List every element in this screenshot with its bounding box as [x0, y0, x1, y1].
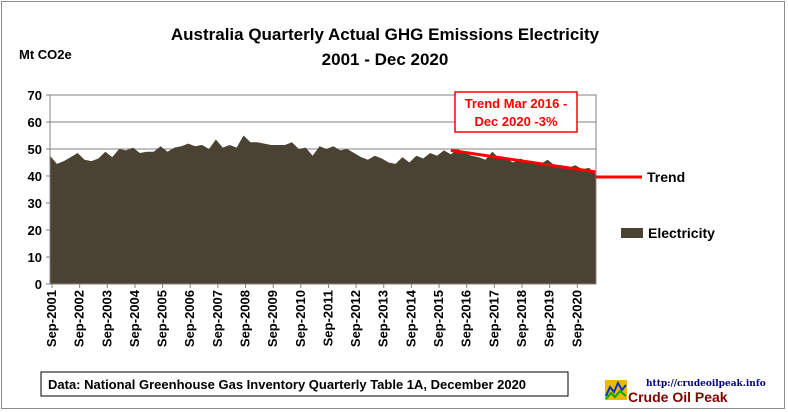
- legend-electricity-swatch: [621, 228, 643, 238]
- y-tick-label: 40: [28, 169, 42, 184]
- x-tick-label: Sep-2003: [99, 290, 114, 347]
- crude-oil-peak-logo: http://crudeoilpeak.info Crude Oil Peak: [605, 379, 766, 405]
- chart-title-line2: 2001 - Dec 2020: [322, 50, 449, 69]
- x-tick-label: Sep-2006: [182, 290, 197, 347]
- x-tick-label: Sep-2009: [265, 290, 280, 347]
- y-tick-label: 60: [28, 115, 42, 130]
- x-tick-label: Sep-2011: [320, 290, 335, 346]
- trend-line: [450, 148, 597, 174]
- y-axis: 0 10 20 30 40 50 60 70: [28, 88, 50, 292]
- y-tick-label: 0: [35, 277, 42, 292]
- annotation-box: [454, 91, 578, 133]
- y-tick-label: 30: [28, 196, 42, 211]
- x-tick-label: Sep-2020: [569, 290, 584, 347]
- x-tick-label: Sep-2013: [376, 290, 391, 347]
- x-tick-label: Sep-2005: [155, 290, 170, 347]
- x-tick-label: Sep-2004: [127, 289, 142, 347]
- logo-name: Crude Oil Peak: [628, 389, 728, 405]
- annotation-line1: Trend Mar 2016 -: [465, 96, 568, 111]
- x-tick-label: Sep-2018: [514, 290, 529, 347]
- y-tick-label: 50: [28, 142, 42, 157]
- x-tick-label: Sep-2012: [348, 290, 363, 347]
- x-tick-label: Sep-2016: [459, 290, 474, 347]
- source-text: Data: National Greenhouse Gas Inventory …: [48, 377, 526, 392]
- y-axis-unit: Mt CO2e: [19, 47, 72, 62]
- x-axis: Sep-2001 Sep-2002 Sep-2003 Sep-2004 Sep-2005…: [44, 284, 584, 347]
- y-tick-label: 70: [28, 88, 42, 103]
- x-tick-label: Sep-2010: [293, 290, 308, 347]
- electricity-area: [50, 135, 596, 284]
- x-tick-label: Sep-2019: [542, 290, 557, 347]
- plot-border: [49, 94, 597, 285]
- legend-electricity-label: Electricity: [648, 225, 715, 241]
- x-tick-label: Sep-2008: [238, 290, 253, 347]
- x-tick-label: Sep-2001: [44, 290, 59, 347]
- x-tick-label: Sep-2002: [72, 290, 87, 347]
- x-tick-label: Sep-2017: [486, 290, 501, 347]
- annotation-line2: Dec 2020 -3%: [474, 114, 558, 129]
- y-tick-label: 10: [28, 250, 42, 265]
- logo-url: http://crudeoilpeak.info: [646, 379, 766, 389]
- y-tick-label: 20: [28, 223, 42, 238]
- x-tick-label: Sep-2007: [210, 290, 225, 347]
- source-box: [40, 371, 569, 397]
- legend-trend-label: Trend: [647, 169, 685, 185]
- x-tick-label: Sep-2015: [431, 290, 446, 347]
- x-tick-label: Sep-2014: [403, 289, 418, 347]
- chart-title-line1: Australia Quarterly Actual GHG Emissions…: [171, 25, 600, 44]
